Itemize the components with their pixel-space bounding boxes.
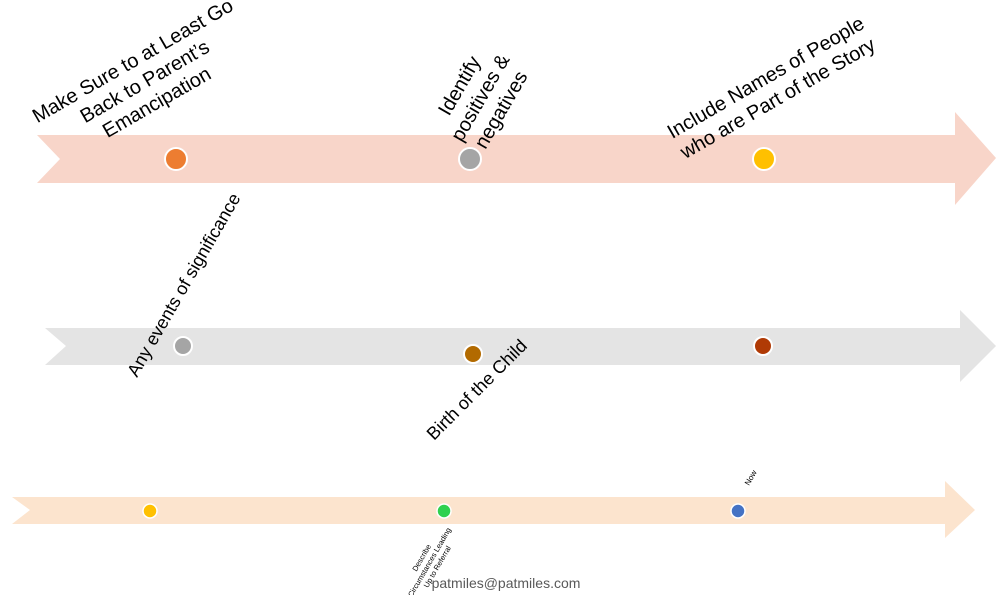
- timeline-1-marker-3: [752, 147, 776, 171]
- svg-text:Now: Now: [743, 468, 759, 487]
- footer-email: patmiles@patmiles.com: [432, 575, 581, 591]
- timeline-2-marker-2: [463, 344, 483, 364]
- timeline-arrow-2: [45, 310, 996, 382]
- timeline-2-marker-1: [173, 336, 193, 356]
- timeline-arrow-1: [37, 112, 996, 205]
- timeline-1-marker-2: [458, 147, 482, 171]
- timeline-3-marker-1: [142, 503, 158, 519]
- label-line: Include Names of People: [664, 13, 869, 144]
- timeline-arrow-3: [12, 481, 975, 538]
- svg-text:Include Names of People: Include Names of People: [664, 13, 869, 144]
- timeline-3-marker-2: [436, 503, 452, 519]
- timeline-2-marker-3: [753, 336, 773, 356]
- timeline-1-marker-1: [164, 147, 188, 171]
- timeline-3-marker-3: [730, 503, 746, 519]
- label-line: Now: [743, 468, 759, 487]
- timeline-3-label-3: Now: [743, 468, 759, 487]
